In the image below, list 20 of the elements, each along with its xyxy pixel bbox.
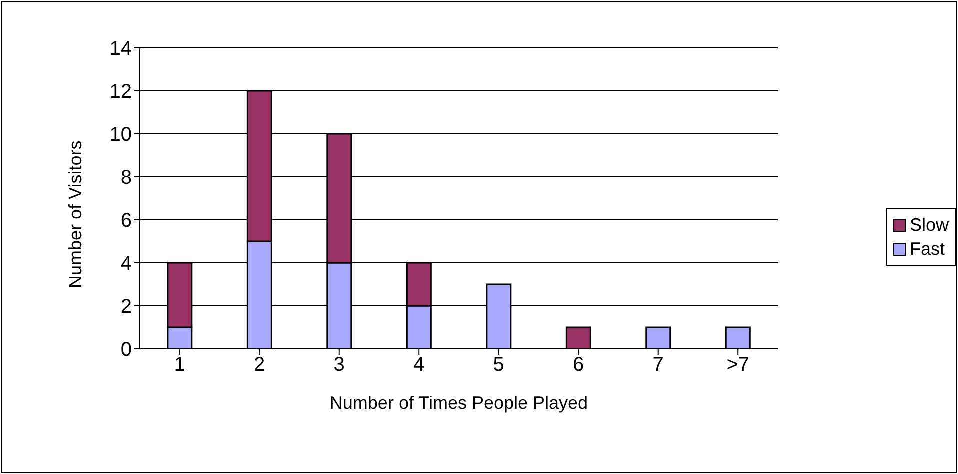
x-tick-label: 3 bbox=[334, 354, 345, 376]
x-tick-label: 6 bbox=[573, 354, 584, 376]
legend-label: Fast bbox=[910, 238, 945, 261]
x-tick-label: 5 bbox=[493, 354, 504, 376]
x-tick-label: 1 bbox=[174, 354, 186, 376]
y-tick-label: 12 bbox=[110, 81, 132, 104]
y-axis-title: Number of Visitors bbox=[65, 140, 86, 288]
y-tick-label: 0 bbox=[120, 339, 132, 362]
y-tick-label: 10 bbox=[110, 124, 132, 146]
y-tick-label: 8 bbox=[120, 167, 132, 190]
y-tick-label: 2 bbox=[120, 296, 132, 318]
x-tick-label: 7 bbox=[652, 354, 664, 376]
legend-label: Slow bbox=[910, 214, 949, 237]
y-tick-label: 6 bbox=[120, 210, 132, 232]
x-axis-title: Number of Times People Played bbox=[330, 393, 588, 413]
x-tick-label: 2 bbox=[254, 354, 266, 376]
y-tick-label: 14 bbox=[110, 38, 132, 60]
x-tick-label: >7 bbox=[726, 354, 750, 376]
y-tick-label: 4 bbox=[120, 253, 132, 276]
x-tick-label: 4 bbox=[414, 354, 425, 376]
